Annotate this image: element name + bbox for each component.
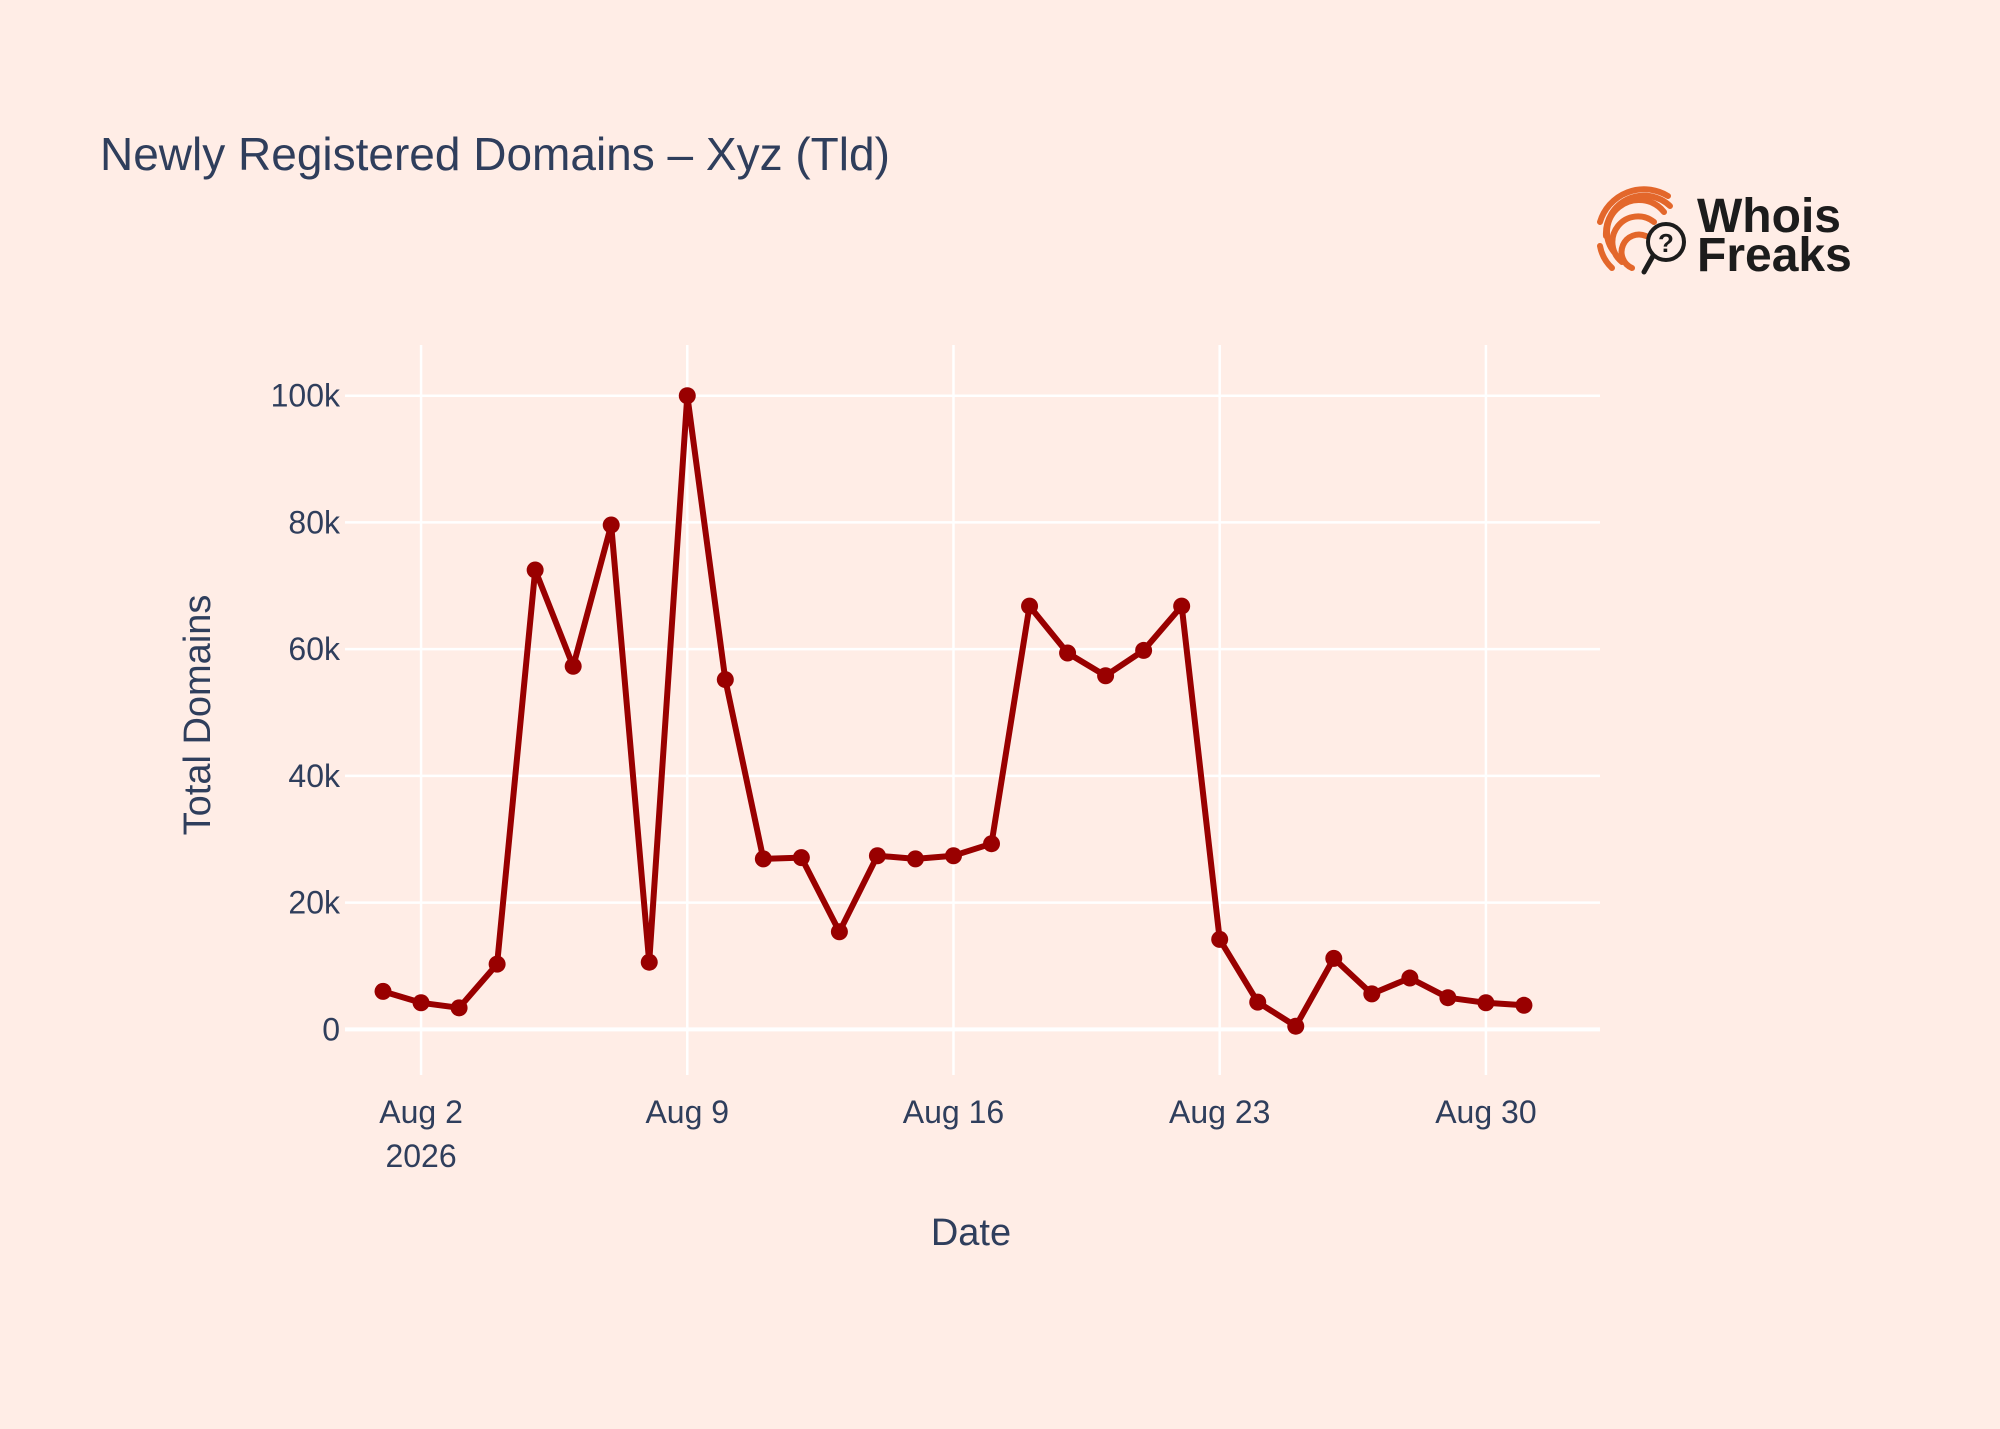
data-point: [678, 387, 696, 405]
data-point: [450, 999, 468, 1017]
x-tick-label: Aug 30: [1435, 1094, 1536, 1130]
data-point: [830, 923, 848, 941]
data-point: [412, 994, 430, 1012]
data-point: [1363, 985, 1381, 1003]
data-point: [983, 835, 1001, 853]
x-tick-label: Aug 23: [1169, 1094, 1270, 1130]
data-point: [1059, 644, 1077, 662]
series: [374, 387, 1533, 1035]
data-point: [906, 850, 924, 868]
gridlines: [345, 345, 1600, 1075]
data-point: [1401, 969, 1419, 987]
data-point: [1135, 641, 1153, 659]
svg-text:?: ?: [1658, 228, 1674, 258]
data-point: [944, 847, 962, 865]
logo-line-2: Freaks: [1697, 229, 1852, 282]
data-point: [374, 982, 392, 1000]
data-point: [640, 953, 658, 971]
data-point: [1287, 1017, 1305, 1035]
y-tick-label: 60k: [288, 631, 341, 667]
y-tick-label: 80k: [288, 504, 341, 540]
y-tick-label: 0: [322, 1011, 340, 1047]
x-tick-label: Aug 16: [903, 1094, 1004, 1130]
data-point: [792, 849, 810, 867]
data-point: [1173, 597, 1191, 615]
data-point: [1325, 949, 1343, 967]
data-point: [602, 516, 620, 534]
x-axis-title: Date: [931, 1212, 1011, 1254]
fingerprint-magnifier-icon: ?: [1597, 186, 1686, 275]
x-tick-labels: Aug 2 2026 Aug 9 Aug 16 Aug 23 Aug 30: [379, 1094, 1536, 1174]
data-point: [716, 671, 734, 689]
data-point: [1515, 996, 1533, 1014]
data-point: [868, 847, 886, 865]
x-tick-label: Aug 9: [645, 1094, 729, 1130]
x-tick-label: Aug 2: [379, 1094, 463, 1130]
data-point: [754, 850, 772, 868]
data-point: [1249, 993, 1267, 1011]
logo-line-1: Whois: [1697, 190, 1841, 243]
data-point: [526, 561, 544, 579]
whoisfreaks-logo: ? Whois Freaks: [1597, 186, 1852, 282]
chart-title: Newly Registered Domains – Xyz (Tld): [100, 128, 890, 180]
x-tick-sublabel: 2026: [385, 1138, 456, 1174]
data-point: [1211, 930, 1229, 948]
data-point: [1439, 989, 1457, 1007]
y-tick-labels: 0 20k 40k 60k 80k 100k: [271, 378, 341, 1048]
y-axis-title: Total Domains: [177, 595, 219, 836]
y-tick-label: 20k: [288, 885, 341, 921]
data-point: [564, 657, 582, 675]
y-tick-label: 40k: [288, 758, 341, 794]
data-point: [1477, 994, 1495, 1012]
data-point: [1097, 667, 1115, 685]
data-point: [488, 955, 506, 973]
data-point: [1021, 597, 1039, 615]
y-tick-label: 100k: [271, 378, 341, 414]
